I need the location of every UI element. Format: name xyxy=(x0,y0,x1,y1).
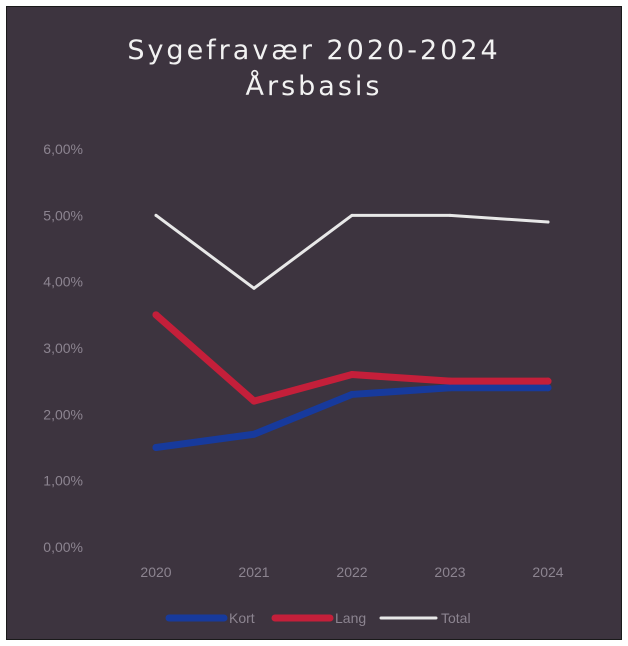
data-point-kort xyxy=(446,384,454,392)
data-point-kort xyxy=(348,390,356,398)
x-tick-label: 2022 xyxy=(336,564,367,580)
x-tick-label: 2020 xyxy=(140,564,171,580)
y-tick-label: 5,00% xyxy=(43,207,83,223)
series-line-total xyxy=(154,213,550,290)
legend-label-kort: Kort xyxy=(229,610,255,626)
legend-label-lang: Lang xyxy=(335,610,366,626)
line-chart: 0,00% 1,00% 2,00% 3,00% 4,00% 5,00% 6,00% 2020 2… xyxy=(43,141,563,626)
data-point-lang xyxy=(152,311,160,319)
y-tick-label: 0,00% xyxy=(43,539,83,555)
data-point-total xyxy=(546,220,550,224)
data-point-total xyxy=(350,213,354,217)
legend-label-total: Total xyxy=(441,610,471,626)
chart-title-block: Sygefravær 2020-2024 Årsbasis xyxy=(7,33,621,106)
chart-subtitle: Årsbasis xyxy=(245,71,383,103)
data-point-kort xyxy=(152,444,160,451)
data-point-lang xyxy=(544,377,552,385)
y-tick-label: 2,00% xyxy=(43,406,83,422)
data-point-kort xyxy=(544,384,552,392)
x-tick-label: 2021 xyxy=(238,564,269,580)
data-point-total xyxy=(448,213,452,217)
data-point-lang xyxy=(446,377,454,385)
data-point-lang xyxy=(348,371,356,379)
data-point-lang xyxy=(250,397,258,405)
y-tick-label: 4,00% xyxy=(43,274,83,290)
y-tick-label: 3,00% xyxy=(43,340,83,356)
data-point-total xyxy=(252,286,256,290)
y-tick-label: 6,00% xyxy=(43,141,83,157)
chart-title: Sygefravær 2020-2024 xyxy=(127,35,501,66)
x-tick-label: 2024 xyxy=(532,564,563,580)
x-tick-label: 2023 xyxy=(434,564,465,580)
chart-frame: Sygefravær 2020-2024 Årsbasis 0,00% 1,00%… xyxy=(6,6,622,640)
data-point-kort xyxy=(250,430,258,438)
y-tick-label: 1,00% xyxy=(43,473,83,489)
data-point-total xyxy=(154,213,158,217)
